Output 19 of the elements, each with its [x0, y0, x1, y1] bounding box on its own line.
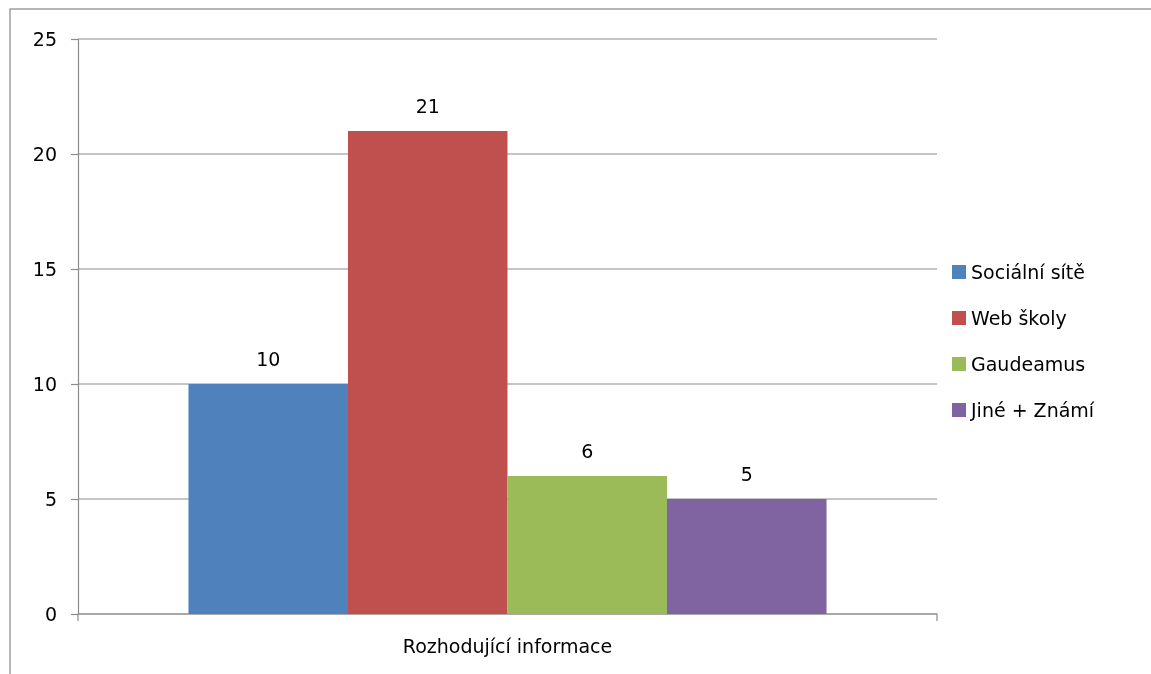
data-label: 10 [256, 348, 281, 370]
data-label: 21 [415, 95, 440, 117]
bar [347, 131, 508, 614]
y-tick-label: 0 [44, 602, 57, 625]
data-label: 5 [740, 463, 753, 485]
bar [507, 476, 668, 614]
y-tick-label: 25 [32, 27, 57, 50]
legend-label: Sociální sítě [971, 260, 1086, 283]
y-tick-label: 10 [32, 372, 57, 395]
legend-label: Web školy [971, 306, 1067, 329]
legend-label: Gaudeamus [971, 352, 1086, 375]
y-tick-label: 20 [32, 142, 57, 165]
legend-label: Jiné + Známí [970, 398, 1095, 421]
bar [667, 499, 827, 614]
data-label: 6 [581, 440, 594, 462]
y-tick-label: 5 [44, 487, 57, 510]
y-tick-label: 15 [32, 257, 57, 280]
x-tick-label: Rozhodující informace [402, 635, 613, 658]
bar [188, 384, 348, 614]
